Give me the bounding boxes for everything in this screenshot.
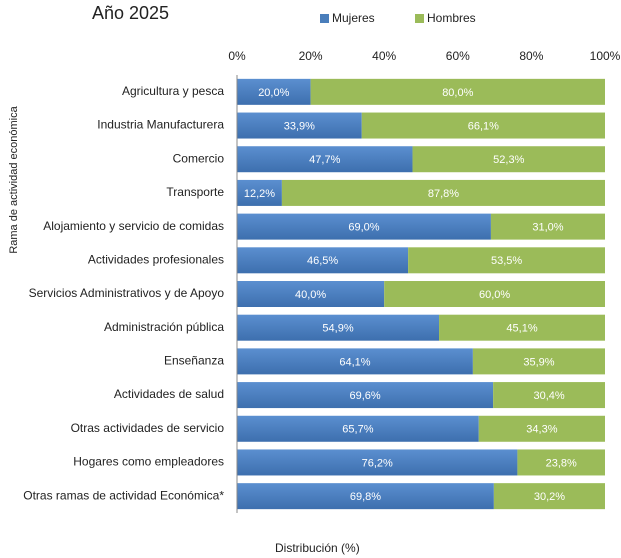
bar [490, 213, 605, 240]
value-label: 33,9% [284, 120, 315, 132]
value-label: 64,1% [339, 356, 370, 368]
value-label: 47,7% [309, 154, 340, 166]
legend-label: Hombres [427, 11, 476, 25]
bar [472, 348, 605, 375]
bar [493, 382, 605, 409]
x-tick-label: 40% [372, 49, 396, 63]
bar [412, 146, 605, 173]
bar [384, 281, 605, 307]
value-label: 54,9% [322, 323, 353, 335]
value-label: 45,1% [506, 323, 537, 335]
bar [478, 415, 605, 442]
y-tick-label: Enseñanza [164, 354, 224, 368]
value-label: 23,8% [546, 457, 577, 469]
value-label: 35,9% [523, 356, 554, 368]
y-tick-label: Otras actividades de servicio [71, 421, 225, 435]
value-label: 30,4% [533, 390, 564, 402]
bar [493, 483, 605, 510]
value-label: 69,8% [350, 491, 381, 503]
value-label: 69,6% [349, 390, 380, 402]
value-label: 20,0% [258, 87, 289, 99]
y-tick-label: Industria Manufacturera [97, 118, 224, 132]
bar [310, 78, 605, 105]
x-tick-label: 100% [590, 49, 621, 63]
value-label: 66,1% [468, 120, 499, 132]
y-tick-label: Hogares como empleadores [73, 455, 224, 469]
bar [237, 213, 491, 240]
y-tick-label: Comercio [173, 151, 225, 165]
bar [237, 483, 494, 510]
value-label: 46,5% [307, 255, 338, 267]
bar [237, 146, 413, 173]
legend-swatch [320, 14, 329, 23]
x-tick-label: 0% [228, 49, 246, 63]
bar [281, 179, 605, 206]
value-label: 76,2% [362, 457, 393, 469]
y-axis-title: Rama de actividad económica [8, 105, 20, 253]
bar [237, 314, 440, 341]
bar [237, 382, 494, 409]
value-label: 65,7% [342, 424, 373, 436]
bar [237, 281, 385, 307]
value-label: 52,3% [493, 154, 524, 166]
bar [237, 348, 473, 375]
chart-title: Año 2025 [92, 3, 169, 23]
value-label: 30,2% [534, 491, 565, 503]
bar [237, 415, 479, 442]
bar [237, 78, 311, 105]
bar [408, 247, 605, 274]
value-label: 69,0% [348, 222, 379, 234]
value-label: 53,5% [491, 255, 522, 267]
y-tick-label: Otras ramas de actividad Económica* [23, 488, 224, 502]
bar [237, 179, 282, 206]
bar [439, 314, 605, 341]
x-tick-label: 80% [519, 49, 543, 63]
y-tick-label: Administración pública [104, 320, 224, 334]
value-label: 12,2% [244, 188, 275, 200]
value-label: 40,0% [295, 289, 326, 301]
value-label: 80,0% [442, 87, 473, 99]
bar [237, 449, 518, 476]
legend-swatch [415, 14, 424, 23]
value-label: 34,3% [526, 424, 557, 436]
bar [517, 449, 605, 476]
y-tick-label: Actividades profesionales [88, 252, 224, 266]
y-tick-label: Actividades de salud [114, 387, 224, 401]
bar [237, 247, 409, 274]
value-label: 87,8% [428, 188, 459, 200]
x-tick-label: 20% [299, 49, 323, 63]
bar [237, 112, 362, 139]
value-label: 60,0% [479, 289, 510, 301]
x-axis-title: Distribución (%) [275, 541, 360, 555]
value-label: 31,0% [532, 222, 563, 234]
y-tick-label: Agricultura y pesca [122, 84, 224, 98]
y-tick-label: Servicios Administrativos y de Apoyo [29, 286, 225, 300]
y-tick-label: Alojamiento y servicio de comidas [43, 219, 224, 233]
bar [361, 112, 605, 139]
x-tick-label: 60% [446, 49, 470, 63]
legend-label: Mujeres [332, 11, 375, 25]
y-tick-label: Transporte [166, 185, 224, 199]
